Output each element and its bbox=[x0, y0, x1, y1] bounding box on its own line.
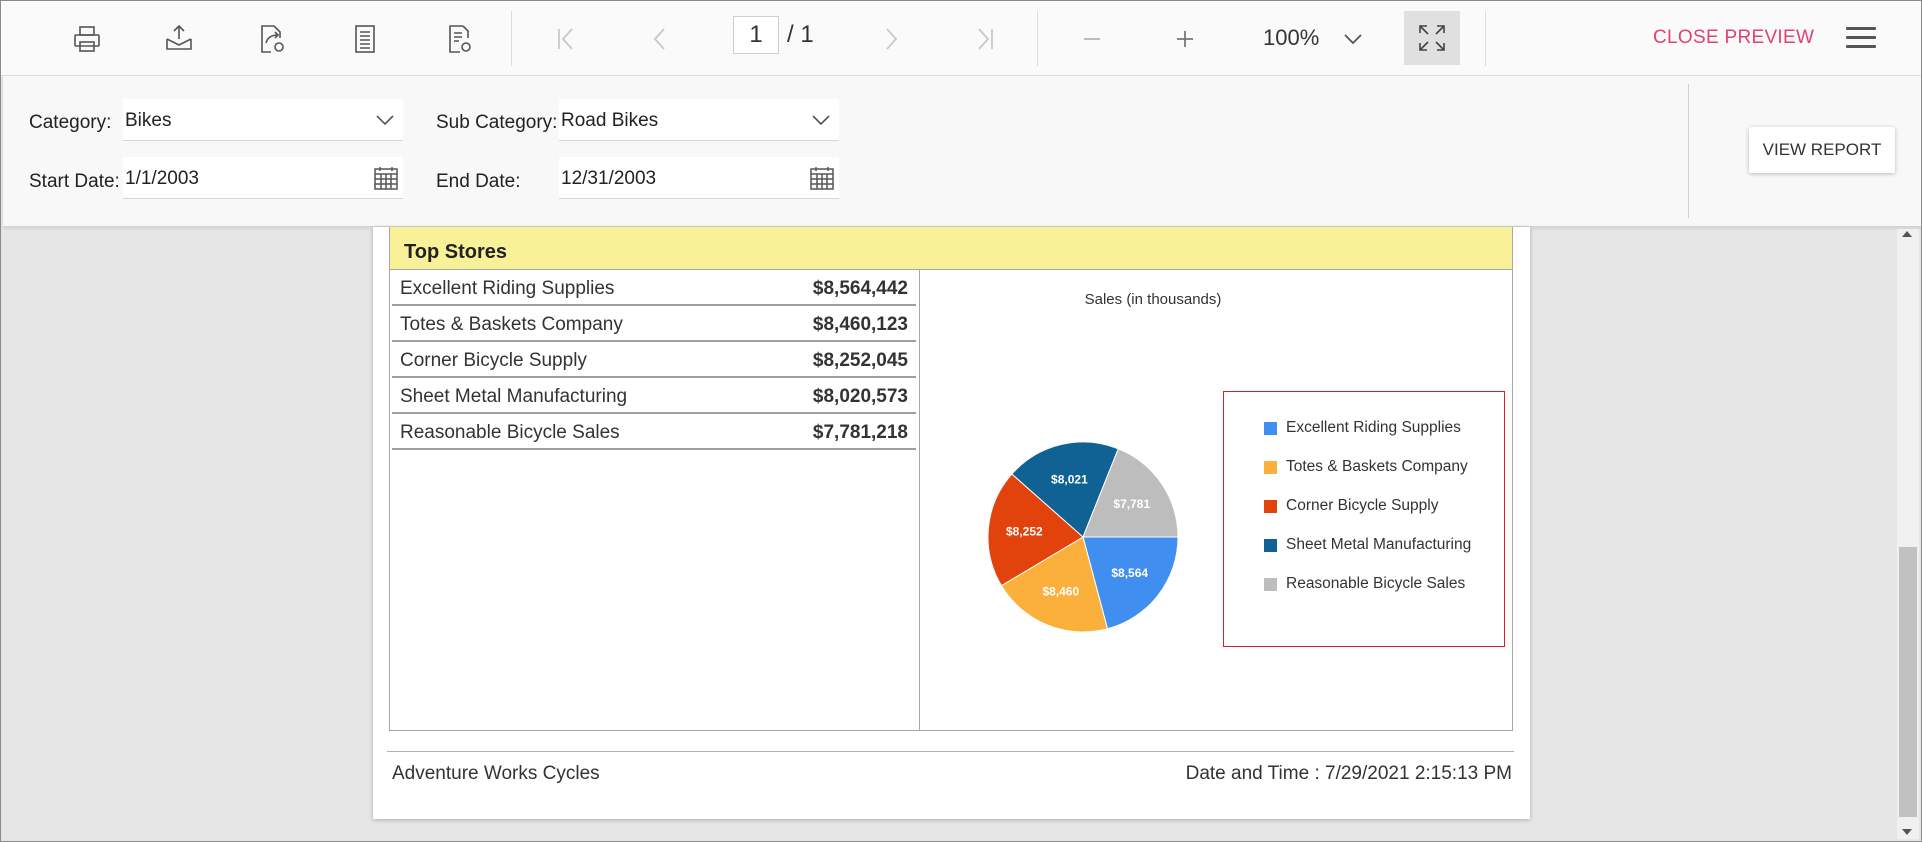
store-name: Corner Bicycle Supply bbox=[400, 350, 587, 371]
pie-chart: $8,564 $8,460 $8,252 $8,021 $7,781 bbox=[987, 441, 1179, 633]
fit-page-icon bbox=[1419, 25, 1445, 51]
next-page-icon[interactable] bbox=[873, 19, 909, 59]
chevron-down-icon bbox=[376, 115, 394, 126]
footer-divider bbox=[387, 751, 1514, 752]
category-label: Category: bbox=[29, 112, 112, 133]
vertical-scrollbar[interactable] bbox=[1897, 229, 1919, 839]
end-date-picker[interactable]: 12/31/2003 bbox=[559, 157, 839, 199]
legend-swatch bbox=[1264, 422, 1277, 435]
category-value: Bikes bbox=[125, 110, 172, 131]
pie-data-label: $7,781 bbox=[1113, 497, 1150, 511]
store-name: Totes & Baskets Company bbox=[400, 314, 623, 335]
zoom-out-icon[interactable] bbox=[1074, 19, 1110, 59]
subcategory-label: Sub Category: bbox=[436, 112, 558, 133]
section-header: Top Stores bbox=[389, 227, 1513, 270]
store-amount: $8,564,442 bbox=[812, 278, 908, 299]
export-icon[interactable] bbox=[161, 19, 197, 59]
pie-data-label: $8,021 bbox=[1051, 473, 1088, 487]
toolbar: 1 / 1 100% CLOSE PREVIEW bbox=[1, 1, 1921, 76]
first-page-icon[interactable] bbox=[548, 19, 584, 59]
pie-slice bbox=[1082, 536, 1179, 630]
store-amount: $8,020,573 bbox=[812, 386, 908, 407]
page-total: / 1 bbox=[787, 21, 814, 48]
scrollbar-thumb[interactable] bbox=[1899, 547, 1917, 817]
column-divider bbox=[919, 270, 920, 730]
menu-icon[interactable] bbox=[1846, 27, 1876, 49]
store-row: Excellent Riding Supplies $8,564,442 bbox=[392, 271, 916, 306]
pie-slice bbox=[987, 473, 1084, 587]
section-title: Top Stores bbox=[404, 241, 507, 263]
previous-page-icon[interactable] bbox=[642, 19, 678, 59]
toolbar-separator bbox=[511, 11, 512, 66]
end-date-value: 12/31/2003 bbox=[561, 168, 657, 189]
store-name: Sheet Metal Manufacturing bbox=[400, 386, 628, 407]
category-dropdown[interactable]: Bikes bbox=[123, 99, 403, 141]
store-name: Reasonable Bicycle Sales bbox=[400, 422, 620, 443]
pie-data-label: $8,460 bbox=[1042, 585, 1079, 599]
subcategory-dropdown[interactable]: Road Bikes bbox=[559, 99, 839, 141]
store-row: Reasonable Bicycle Sales $7,781,218 bbox=[392, 415, 916, 450]
pie-slice bbox=[1011, 441, 1119, 538]
store-name: Excellent Riding Supplies bbox=[400, 278, 615, 299]
page-number-input[interactable]: 1 bbox=[733, 16, 779, 54]
legend-label: Sheet Metal Manufacturing bbox=[1286, 536, 1472, 553]
legend-label: Totes & Baskets Company bbox=[1286, 458, 1468, 475]
legend-label: Excellent Riding Supplies bbox=[1286, 419, 1461, 436]
store-row: Totes & Baskets Company $8,460,123 bbox=[392, 307, 916, 342]
zoom-dropdown-chevron-icon[interactable] bbox=[1335, 19, 1371, 59]
chart-legend: Excellent Riding Supplies Totes & Basket… bbox=[1223, 391, 1505, 647]
pie-data-label: $8,252 bbox=[1006, 525, 1043, 539]
end-date-label: End Date: bbox=[436, 171, 521, 192]
pie-slice bbox=[1082, 448, 1179, 538]
fit-page-button[interactable] bbox=[1404, 11, 1460, 65]
legend-swatch bbox=[1264, 500, 1277, 513]
scroll-up-arrow-icon[interactable] bbox=[1902, 231, 1912, 237]
toolbar-separator bbox=[1485, 11, 1486, 66]
legend-label: Corner Bicycle Supply bbox=[1286, 497, 1439, 514]
chevron-down-icon bbox=[812, 115, 830, 126]
zoom-in-icon[interactable] bbox=[1167, 19, 1203, 59]
page-setup-icon[interactable] bbox=[347, 19, 383, 59]
legend-swatch bbox=[1264, 578, 1277, 591]
parameter-separator bbox=[1688, 84, 1689, 218]
store-amount: $8,460,123 bbox=[812, 314, 908, 335]
pie-slice bbox=[1000, 536, 1109, 633]
footer-datetime: Date and Time : 7/29/2021 2:15:13 PM bbox=[1185, 763, 1512, 784]
toolbar-separator bbox=[1037, 11, 1038, 66]
zoom-level[interactable]: 100% bbox=[1263, 25, 1320, 50]
store-row: Corner Bicycle Supply $8,252,045 bbox=[392, 343, 916, 378]
calendar-icon[interactable] bbox=[809, 165, 835, 191]
top-stores-table bbox=[389, 227, 1513, 731]
view-report-button[interactable]: VIEW REPORT bbox=[1749, 127, 1895, 173]
start-date-label: Start Date: bbox=[29, 171, 120, 192]
store-row: Sheet Metal Manufacturing $8,020,573 bbox=[392, 379, 916, 414]
store-amount: $7,781,218 bbox=[812, 422, 908, 443]
last-page-icon[interactable] bbox=[967, 19, 1003, 59]
start-date-value: 1/1/2003 bbox=[125, 168, 199, 189]
page-settings-icon[interactable] bbox=[441, 19, 477, 59]
parameter-panel: Category: Bikes Sub Category: Road Bikes… bbox=[3, 76, 1921, 227]
scroll-down-arrow-icon[interactable] bbox=[1902, 829, 1912, 835]
pie-data-label: $8,564 bbox=[1111, 566, 1148, 580]
legend-label: Reasonable Bicycle Sales bbox=[1286, 575, 1466, 592]
report-page: Top Stores Excellent Riding Supplies $8,… bbox=[373, 227, 1530, 819]
subcategory-value: Road Bikes bbox=[561, 110, 659, 131]
legend-swatch bbox=[1264, 461, 1277, 474]
chart-title: Sales (in thousands) bbox=[1084, 291, 1222, 308]
print-icon[interactable] bbox=[69, 19, 105, 59]
close-preview-button[interactable]: CLOSE PREVIEW bbox=[1653, 27, 1815, 48]
send-share-icon[interactable] bbox=[254, 19, 290, 59]
start-date-picker[interactable]: 1/1/2003 bbox=[123, 157, 403, 199]
store-amount: $8,252,045 bbox=[812, 350, 908, 371]
legend-swatch bbox=[1264, 539, 1277, 552]
footer-company: Adventure Works Cycles bbox=[392, 763, 600, 784]
calendar-icon[interactable] bbox=[373, 165, 399, 191]
